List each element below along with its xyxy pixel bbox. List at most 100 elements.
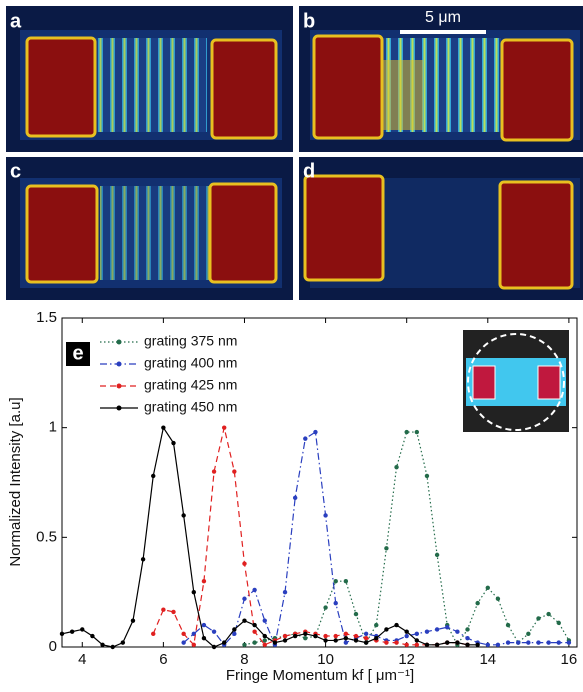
data-point	[394, 464, 399, 470]
data-point	[191, 642, 196, 648]
data-point	[323, 633, 328, 639]
data-point	[414, 429, 420, 435]
data-point	[455, 640, 460, 645]
data-point	[526, 640, 531, 645]
y-tick-label: 1	[49, 419, 57, 436]
data-point	[161, 425, 166, 430]
data-point	[495, 642, 501, 648]
data-point	[151, 473, 156, 479]
data-point	[445, 640, 450, 645]
data-point	[313, 633, 318, 639]
data-point	[201, 579, 207, 584]
data-point	[353, 611, 359, 617]
data-point	[353, 633, 359, 639]
data-point	[434, 627, 440, 632]
x-tick-label: 12	[398, 651, 415, 668]
data-point	[59, 631, 65, 637]
data-point	[414, 642, 420, 648]
y-tick-label: 0	[49, 638, 57, 655]
data-point	[90, 633, 95, 639]
data-point	[394, 622, 399, 628]
data-point	[323, 605, 328, 610]
data-point	[556, 620, 561, 626]
data-point	[505, 640, 511, 645]
data-point	[384, 627, 389, 632]
data-point	[292, 495, 298, 501]
data-point	[282, 633, 288, 639]
legend-marker	[116, 405, 122, 411]
data-point	[465, 636, 470, 641]
panel-label: b	[303, 10, 315, 32]
x-tick-label: 6	[159, 651, 167, 668]
data-point	[303, 436, 308, 441]
data-point	[516, 640, 521, 645]
y-axis-label: Normalized Intensity [a.u]	[7, 397, 24, 566]
data-point	[536, 616, 541, 621]
legend-marker	[116, 361, 122, 367]
panel-d	[299, 157, 583, 300]
data-point	[171, 440, 176, 446]
x-axis-label: Fringe Momentum kf [ μm⁻¹]	[226, 667, 414, 684]
data-point	[495, 596, 501, 601]
data-point	[181, 640, 186, 645]
legend-label: grating 375 nm	[144, 333, 237, 349]
x-tick-label: 10	[317, 651, 334, 668]
y-tick-label: 0.5	[36, 528, 57, 545]
data-point	[343, 579, 349, 584]
data-point	[363, 631, 369, 637]
data-point	[262, 642, 267, 648]
plot-frame	[61, 317, 578, 648]
data-point	[546, 611, 551, 617]
data-point	[323, 638, 328, 643]
data-point	[374, 622, 379, 628]
data-point	[404, 642, 409, 648]
series-line	[61, 426, 478, 648]
data-point	[242, 618, 247, 623]
data-point	[404, 429, 409, 435]
data-point	[353, 638, 359, 643]
data-point	[333, 579, 338, 584]
data-point	[384, 546, 389, 551]
data-point	[394, 640, 399, 645]
data-point	[333, 600, 338, 606]
data-point	[242, 596, 247, 601]
data-point	[222, 425, 227, 430]
data-point	[140, 557, 146, 562]
data-point	[404, 629, 409, 634]
data-point	[333, 638, 338, 643]
data-point	[222, 640, 227, 645]
data-point	[424, 642, 430, 648]
data-point	[556, 640, 561, 645]
data-point	[120, 640, 126, 645]
panel-b	[299, 6, 583, 152]
data-point	[181, 631, 186, 637]
data-point	[465, 627, 470, 632]
data-point	[546, 640, 551, 645]
legend-marker	[116, 383, 122, 389]
data-point	[323, 513, 328, 518]
data-point	[566, 640, 572, 645]
series-line	[244, 431, 570, 646]
data-point	[303, 636, 308, 641]
data-point	[445, 625, 450, 630]
data-point	[252, 587, 257, 593]
data-point	[211, 469, 217, 474]
data-point	[424, 629, 430, 634]
data-point	[455, 629, 460, 634]
data-point	[384, 640, 389, 645]
legend-label: grating 450 nm	[144, 399, 237, 415]
panel-label-box	[66, 342, 90, 366]
data-point	[232, 469, 237, 474]
data-point	[485, 585, 490, 590]
data-point	[151, 631, 156, 637]
data-point	[252, 622, 257, 628]
legend-label: grating 400 nm	[144, 355, 237, 371]
inset	[463, 330, 569, 432]
data-point	[171, 609, 176, 615]
data-point	[242, 561, 247, 566]
panel-label: e	[72, 342, 83, 364]
data-point	[414, 631, 420, 637]
data-point	[272, 640, 278, 645]
data-point	[536, 640, 541, 645]
